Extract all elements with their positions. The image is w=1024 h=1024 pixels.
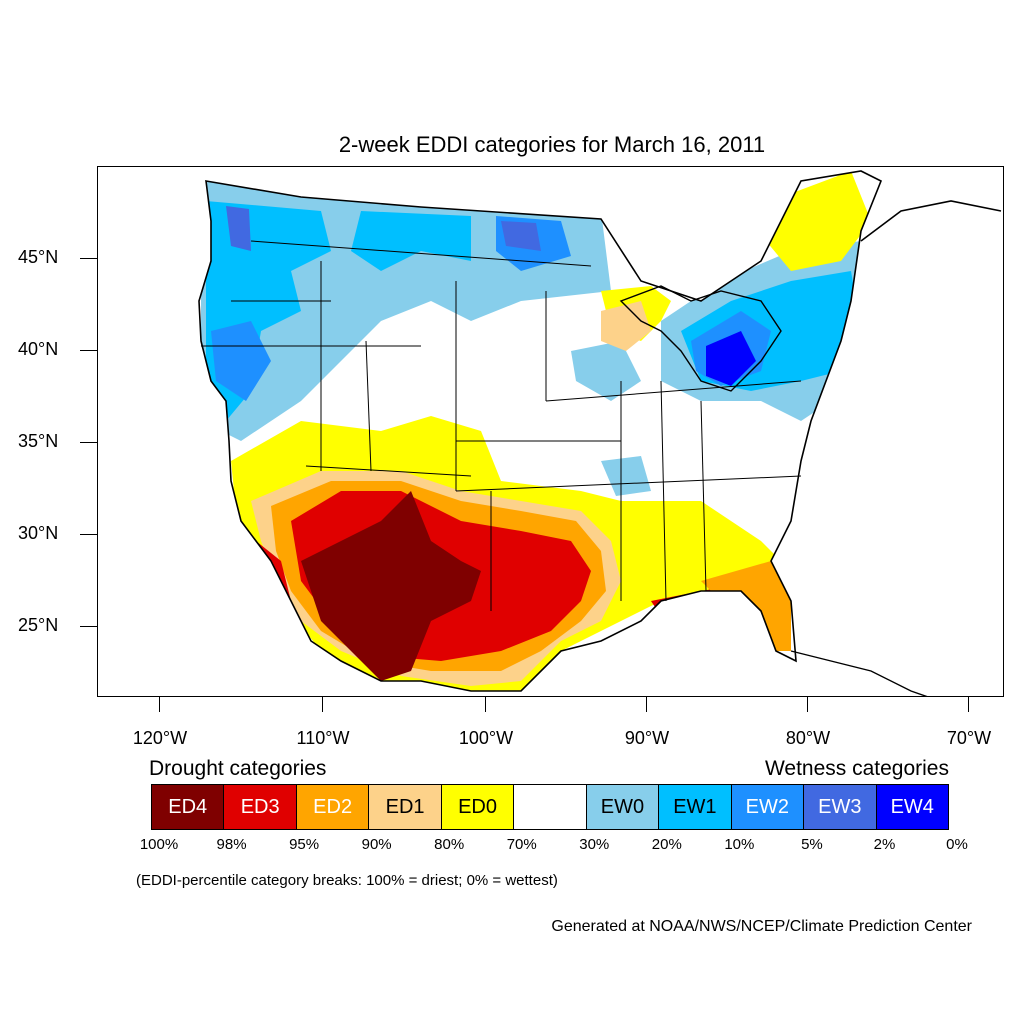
map-panel bbox=[97, 166, 1004, 697]
ed1-michigan bbox=[601, 301, 651, 351]
ew2-northwest bbox=[211, 321, 271, 401]
lat-tick bbox=[80, 626, 97, 627]
credit-line: Generated at NOAA/NWS/NCEP/Climate Predi… bbox=[551, 918, 972, 935]
great-lakes-outline bbox=[619, 285, 782, 392]
legend-swatch: EW1 bbox=[659, 785, 732, 829]
percent-break-label: 100% bbox=[139, 836, 179, 853]
lon-label-90: 90°W bbox=[624, 728, 670, 748]
percent-break-label: 10% bbox=[724, 836, 755, 853]
ew3-dakota bbox=[501, 221, 541, 251]
legend-swatch: EW0 bbox=[586, 785, 660, 829]
legend-swatch: ED3 bbox=[224, 785, 297, 829]
category-colorbar: ED4 ED3 ED2 ED1 ED0 EW0 EW1 EW2 EW3 EW4 bbox=[151, 784, 949, 830]
lat-tick bbox=[80, 258, 97, 259]
ew0-ohio bbox=[571, 341, 641, 401]
lon-label-110: 110°W bbox=[296, 728, 350, 748]
ed4-south bbox=[301, 491, 481, 681]
map-title: 2-week EDDI categories for March 16, 201… bbox=[338, 132, 766, 157]
legend-swatch: EW3 bbox=[804, 785, 877, 829]
category-note: (EDDI-percentile category breaks: 100% =… bbox=[136, 872, 558, 889]
legend-swatch: ED4 bbox=[152, 785, 225, 829]
lat-label-25: 25°N bbox=[18, 615, 59, 635]
wetness-categories-title: Wetness categories bbox=[764, 757, 949, 780]
lon-tick bbox=[646, 697, 647, 712]
lat-tick bbox=[80, 534, 97, 535]
percent-break-label: 20% bbox=[651, 836, 682, 853]
lon-tick bbox=[322, 697, 323, 712]
cuba-outline bbox=[790, 650, 928, 696]
legend-swatch: ED0 bbox=[441, 785, 515, 829]
lon-tick bbox=[807, 697, 808, 712]
legend-swatch: ED1 bbox=[369, 785, 442, 829]
lon-tick bbox=[485, 697, 486, 712]
percent-break-label: 30% bbox=[579, 836, 610, 853]
percent-break-label: 70% bbox=[506, 836, 537, 853]
percent-break-label: 2% bbox=[873, 836, 896, 853]
lon-label-80: 80°W bbox=[785, 728, 831, 748]
state-borders bbox=[201, 240, 802, 611]
ew3-michigan bbox=[706, 331, 756, 386]
lat-tick bbox=[80, 442, 97, 443]
lon-tick bbox=[968, 697, 969, 712]
lat-label-35: 35°N bbox=[18, 431, 59, 451]
lon-label-120: 120°W bbox=[132, 728, 188, 748]
ew1-montana bbox=[351, 211, 471, 271]
legend-swatch: EW4 bbox=[876, 785, 948, 829]
percent-break-label: 98% bbox=[216, 836, 247, 853]
lon-label-100: 100°W bbox=[458, 728, 514, 748]
lat-tick bbox=[80, 350, 97, 351]
lon-label-70: 70°W bbox=[946, 728, 992, 748]
percent-break-label: 80% bbox=[434, 836, 465, 853]
percent-break-label: 5% bbox=[801, 836, 823, 853]
lat-label-30: 30°N bbox=[18, 523, 59, 543]
eddi-map bbox=[198, 170, 1002, 696]
coastline bbox=[198, 170, 883, 692]
canada-coast bbox=[860, 200, 1002, 242]
legend-swatch: ED2 bbox=[296, 785, 370, 829]
percent-break-label: 0% bbox=[946, 836, 968, 853]
ew3-washington bbox=[226, 206, 251, 251]
percent-break-label: 90% bbox=[361, 836, 392, 853]
legend-swatch bbox=[514, 785, 587, 829]
lat-label-45: 45°N bbox=[18, 247, 59, 267]
ew0-south bbox=[601, 456, 651, 496]
drought-categories-title: Drought categories bbox=[149, 757, 327, 780]
lat-label-40: 40°N bbox=[18, 339, 59, 359]
legend-swatch: EW2 bbox=[731, 785, 805, 829]
percent-break-label: 95% bbox=[289, 836, 320, 853]
lon-tick bbox=[159, 697, 160, 712]
